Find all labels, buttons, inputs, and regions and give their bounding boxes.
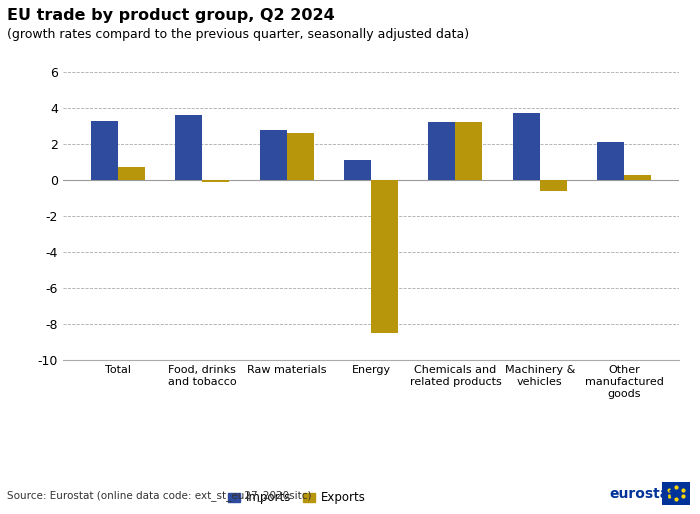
Bar: [286, 133, 314, 180]
Text: Source: Eurostat (online data code: ext_st_eu27_2020sitc): Source: Eurostat (online data code: ext_…: [7, 490, 312, 501]
Bar: [456, 122, 482, 180]
Bar: [597, 142, 624, 180]
Bar: [624, 174, 651, 180]
Legend: Imports, Exports: Imports, Exports: [223, 487, 370, 509]
Bar: [513, 113, 540, 180]
Text: (growth rates compard to the previous quarter, seasonally adjusted data): (growth rates compard to the previous qu…: [7, 28, 469, 41]
Bar: [371, 180, 398, 333]
Bar: [344, 160, 371, 180]
Bar: [260, 130, 286, 180]
Bar: [428, 122, 456, 180]
Bar: [175, 115, 202, 180]
Bar: [118, 167, 145, 180]
Text: eurostat: eurostat: [609, 487, 676, 501]
Bar: [540, 180, 567, 191]
Text: EU trade by product group, Q2 2024: EU trade by product group, Q2 2024: [7, 8, 335, 23]
Bar: [91, 120, 118, 180]
Bar: [202, 180, 229, 181]
